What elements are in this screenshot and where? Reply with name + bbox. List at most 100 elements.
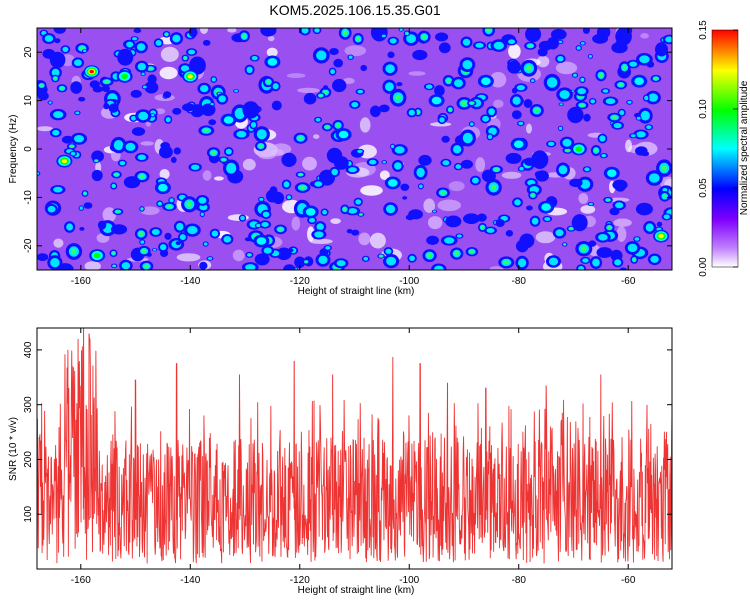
heatmap-blob-peak <box>158 202 161 205</box>
heatmap-blob-core <box>634 237 640 241</box>
heatmap-blob-core <box>309 217 315 223</box>
heatmap-blob <box>199 261 208 270</box>
heatmap-blob-peak <box>116 210 120 213</box>
heatmap-blob <box>294 256 306 268</box>
heatmap-blob <box>101 84 110 93</box>
heatmap-blob <box>146 252 152 257</box>
heatmap-blob-core <box>599 135 606 142</box>
heatmap-blob-core <box>316 223 324 231</box>
heatmap-blob-core <box>330 69 335 75</box>
heatmap-blob <box>582 28 590 34</box>
colorbar: 0.00 0.05 0.10 0.15 Normalized spectral amp… <box>698 20 750 277</box>
heatmap-blob <box>426 235 439 245</box>
heatmap-blob-peak <box>184 57 187 60</box>
heatmap-blob-core <box>191 164 200 170</box>
heatmap-blob-core <box>259 197 264 201</box>
heatmap-blob-core <box>588 202 593 206</box>
heatmap-blob-peak <box>325 125 330 129</box>
heatmap-blob <box>202 39 211 46</box>
heatmap-blob <box>507 60 521 74</box>
heatmap-blob-core <box>48 101 52 104</box>
heatmap-blob-core <box>432 210 437 213</box>
heatmap-blob-core <box>348 208 358 214</box>
heatmap-blob-core <box>487 134 493 139</box>
heatmap-blob-peak <box>257 224 260 227</box>
heatmap-blob-peak <box>427 253 432 258</box>
heatmap-blob-core <box>287 195 291 200</box>
heatmap-blob-core <box>121 262 131 270</box>
heatmap-blob-core <box>409 255 415 261</box>
heatmap-blob-peak <box>580 103 585 107</box>
heatmap-blob-core <box>50 258 60 268</box>
heatmap-blob-core <box>394 146 405 154</box>
heatmap-blob <box>283 264 296 270</box>
snr-y-axis: 100 200 300 400 <box>23 341 672 523</box>
heatmap-blob-peak <box>606 199 610 201</box>
heatmap-blob-peak <box>395 94 401 101</box>
heatmap-hotspot <box>267 58 278 66</box>
heatmap-blob-peak <box>112 184 115 188</box>
heatmap-blob-core <box>142 85 147 89</box>
heatmap-blob <box>260 28 277 37</box>
heatmap-blobs <box>37 28 672 270</box>
heatmap-blob-core <box>557 56 564 62</box>
heatmap-blob-core <box>408 109 415 116</box>
heatmap-blob-core <box>382 160 386 164</box>
heatmap-blob-core <box>283 181 290 188</box>
heatmap-blob <box>269 186 278 195</box>
heatmap-blob <box>83 202 93 209</box>
heatmap-blob-core <box>558 126 563 130</box>
heatmap-blob-peak <box>574 74 576 76</box>
snr-x-axis: -160 -140 -120 -100 -80 -60 <box>71 328 636 586</box>
heatmap-blob <box>242 101 260 119</box>
heatmap-blob-peak <box>211 151 216 155</box>
colorbar-label: Normalized spectral amplitude <box>739 80 750 215</box>
heatmap-blob-core <box>137 62 146 71</box>
heatmap-blob-core <box>639 55 650 64</box>
y-tick-label: 100 <box>23 505 34 522</box>
heatmap-blob <box>537 47 548 57</box>
y-tick-label: 200 <box>23 451 34 468</box>
heatmap-blob-peak <box>581 78 584 81</box>
heatmap-blob <box>441 135 450 143</box>
colorbar-tick-label: 0.05 <box>698 178 709 198</box>
heatmap-blob-peak <box>141 208 143 210</box>
x-tick-label: -160 <box>71 575 91 586</box>
heatmap-blob-peak <box>165 33 168 36</box>
heatmap-blob-core <box>138 111 149 121</box>
heatmap-blob-core <box>516 85 526 91</box>
heatmap-blob-core <box>439 117 445 123</box>
heatmap-blob <box>160 142 171 150</box>
heatmap-blob-peak <box>654 77 658 80</box>
heatmap-blob <box>79 227 85 231</box>
heatmap-blob-core <box>314 28 320 33</box>
heatmap-blob-core <box>261 222 269 227</box>
heatmap-blob <box>147 74 157 85</box>
heatmap-blob-core <box>355 199 362 205</box>
heatmap-blob-core <box>578 266 585 270</box>
heatmap-blob <box>103 102 110 110</box>
heatmap-blob-core <box>559 90 570 99</box>
heatmap-y-axis: -20 -10 0 10 20 <box>23 46 672 253</box>
heatmap-blob-core <box>113 140 124 151</box>
heatmap-blob-core <box>615 202 624 209</box>
heatmap-y-axis-label: Frequency (Hz) <box>8 115 19 184</box>
heatmap-blob-core <box>211 77 216 82</box>
heatmap-blob-peak <box>622 65 627 70</box>
heatmap-blob <box>596 247 613 258</box>
heatmap-blob-core <box>588 54 593 58</box>
colorbar-tick-label: 0.10 <box>698 99 709 119</box>
heatmap-blob-core <box>234 107 245 120</box>
heatmap-blob <box>412 49 428 61</box>
heatmap-blob-peak <box>448 108 452 111</box>
heatmap-blob-core <box>141 72 145 76</box>
heatmap-blob-core <box>151 114 155 117</box>
heatmap-blob-core <box>416 167 425 178</box>
heatmap-blob-core <box>314 181 323 187</box>
heatmap-blob-core <box>165 117 171 123</box>
heatmap-blob-core <box>592 258 600 267</box>
heatmap-blob-core <box>385 64 395 74</box>
heatmap-blob-core <box>125 142 136 151</box>
heatmap-blob-core <box>472 177 479 184</box>
